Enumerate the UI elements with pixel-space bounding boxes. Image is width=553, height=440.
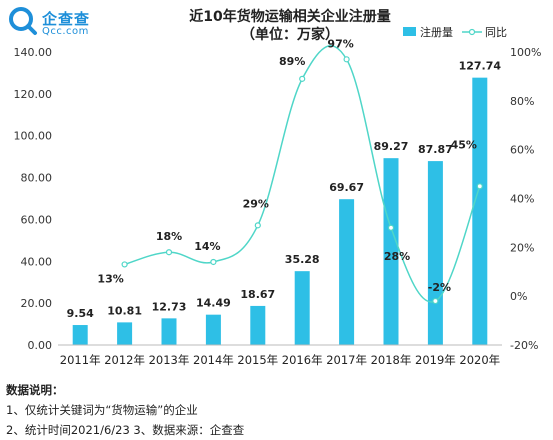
line-value-label: 28% — [384, 250, 410, 263]
y-left-tick-label: 120.00 — [14, 88, 53, 101]
legend-line-marker — [468, 28, 476, 36]
y-right-tick-label: 20% — [510, 241, 534, 254]
bar — [161, 318, 177, 345]
y-left-tick-label: 80.00 — [21, 172, 53, 185]
line-point — [476, 183, 483, 190]
bar — [294, 271, 310, 345]
bar — [472, 77, 488, 345]
x-axis: 2011年 2012年 2013年 2014年 2015年 2016年 2017年 2018年… — [58, 344, 502, 367]
line-point — [432, 297, 439, 305]
chart: 近10年货物运输相关企业注册量 （单位：万家） 注册量 同比 0.00 20.00… — [14, 8, 542, 367]
line-value-label: -2% — [428, 281, 451, 294]
bar-value-label: 127.74 — [459, 60, 502, 73]
y-right-tick-label: 80% — [510, 95, 534, 108]
qcc-logo-icon — [9, 7, 37, 35]
y-axis-right: -20% 0% 20% 40% 60% 80% 100% — [510, 46, 541, 352]
legend-bar-label: 注册量 — [420, 25, 453, 39]
notes-line-2: 2、统计时间2021/6/23 3、数据来源：企查查 — [6, 423, 245, 437]
bar-value-label: 9.54 — [67, 307, 94, 320]
legend-bar-swatch — [403, 27, 416, 36]
y-left-tick-label: 20.00 — [21, 297, 53, 310]
y-left-tick-label: 0.00 — [28, 339, 53, 352]
line-value-label: 45% — [451, 138, 477, 151]
line-point — [387, 224, 395, 231]
x-tick-label: 2017年 — [326, 353, 367, 367]
x-tick-label: 2016年 — [282, 353, 323, 367]
legend: 注册量 同比 — [403, 25, 507, 39]
line-point — [254, 222, 261, 229]
bar-value-label: 89.27 — [374, 140, 409, 153]
y-right-tick-label: 40% — [510, 193, 534, 206]
bar-value-label: 12.73 — [152, 300, 187, 313]
bar — [427, 161, 443, 345]
logo-domain: Qcc.com — [42, 26, 89, 37]
bar-value-label: 87.87 — [418, 143, 453, 156]
chart-title: 近10年货物运输相关企业注册量 — [189, 8, 390, 25]
x-tick-label: 2012年 — [104, 353, 145, 367]
y-left-tick-label: 40.00 — [21, 255, 53, 268]
x-tick-label: 2018年 — [371, 353, 412, 367]
bar — [339, 199, 355, 345]
x-tick-label: 2019年 — [415, 353, 456, 367]
bar — [72, 325, 88, 345]
line-value-label: 14% — [194, 240, 220, 253]
logo-name: 企查查 — [42, 10, 91, 28]
line-point — [210, 258, 217, 266]
y-axis-left: 0.00 20.00 40.00 60.00 80.00 100.00 120.00 140.… — [14, 46, 53, 352]
y-right-tick-label: 100% — [510, 46, 541, 59]
line-series: 13% 18% 14% 29% 89% 97% 28% -2% 45% — [97, 37, 483, 305]
x-tick-label: 2013年 — [149, 353, 190, 367]
x-tick-label: 2014年 — [193, 353, 234, 367]
qcc-logo: 企查查 Qcc.com — [8, 6, 128, 40]
bar — [383, 158, 399, 345]
y-right-tick-label: -20% — [510, 339, 538, 352]
line-value-label: 18% — [156, 230, 182, 243]
bar — [250, 305, 266, 345]
line-point — [343, 56, 350, 63]
y-right-tick-label: 60% — [510, 144, 534, 157]
bar-value-label: 35.28 — [285, 253, 320, 266]
line-value-label: 29% — [243, 197, 269, 210]
bar-value-label: 14.49 — [196, 297, 231, 310]
data-notes: 数据说明： 1、仅统计关键词为“货物运输”的企业 2、统计时间2021/6/23… — [6, 380, 244, 440]
line-point — [299, 75, 306, 82]
x-tick-label: 2015年 — [237, 353, 278, 367]
bar — [205, 314, 221, 345]
bar — [117, 322, 133, 345]
bar-value-label: 69.67 — [329, 181, 364, 194]
line-point — [165, 249, 173, 256]
y-left-tick-label: 100.00 — [14, 130, 53, 143]
legend-line-label: 同比 — [485, 26, 507, 39]
bar-value-label: 10.81 — [107, 304, 142, 317]
y-left-tick-label: 60.00 — [21, 213, 53, 226]
notes-line-1: 1、仅统计关键词为“货物运输”的企业 — [6, 403, 198, 417]
y-right-tick-label: 0% — [510, 290, 527, 303]
x-tick-label: 2011年 — [60, 353, 101, 367]
bar-value-label: 18.67 — [240, 288, 275, 301]
x-tick-label: 2020年 — [459, 353, 500, 367]
line-value-label: 13% — [97, 272, 123, 285]
chart-subtitle: （单位：万家） — [241, 26, 339, 43]
line-point — [121, 261, 128, 268]
notes-title: 数据说明： — [6, 383, 64, 397]
line-path — [124, 45, 481, 303]
y-left-tick-label: 140.00 — [14, 46, 53, 59]
line-value-label: 97% — [327, 37, 353, 50]
line-value-label: 89% — [279, 55, 305, 68]
